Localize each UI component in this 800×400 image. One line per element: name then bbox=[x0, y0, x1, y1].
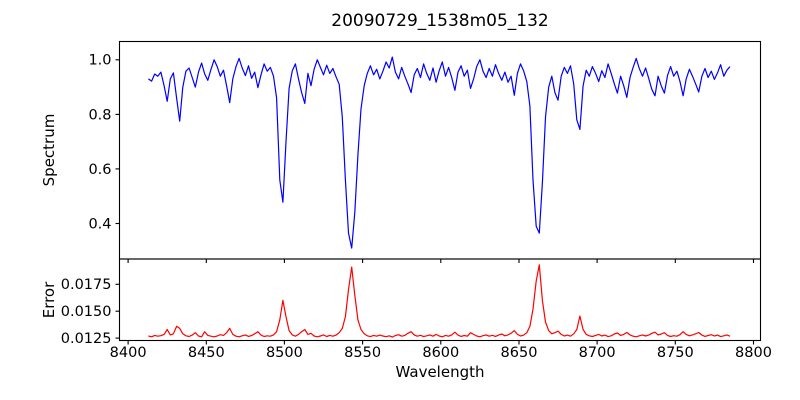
error-line bbox=[148, 264, 731, 338]
spectrum-line bbox=[148, 56, 731, 249]
y-tick-label: 0.6 bbox=[88, 162, 111, 178]
spectrum-panel-border bbox=[118, 40, 762, 260]
error-panel-border bbox=[118, 258, 762, 342]
x-tick-label: 8650 bbox=[501, 345, 538, 361]
y-tick-label: 0.0125 bbox=[61, 331, 112, 347]
x-tick-label: 8700 bbox=[579, 345, 616, 361]
x-tick-label: 8750 bbox=[657, 345, 694, 361]
error-y-axis-label: Error bbox=[40, 281, 58, 319]
x-axis-label: Wavelength bbox=[395, 363, 485, 381]
y-tick-label: 0.0175 bbox=[61, 277, 112, 293]
y-tick-label: 0.4 bbox=[88, 216, 111, 232]
x-tick-label: 8800 bbox=[735, 345, 772, 361]
x-tick-label: 8500 bbox=[266, 345, 303, 361]
spectrum-y-axis-label: Spectrum bbox=[40, 113, 58, 187]
y-tick-label: 0.8 bbox=[88, 107, 111, 123]
page-title: 20090729_1538m05_132 bbox=[331, 11, 549, 31]
y-tick-label: 1.0 bbox=[88, 53, 111, 69]
y-tick-label: 0.0150 bbox=[61, 304, 112, 320]
x-tick-label: 8550 bbox=[344, 345, 381, 361]
x-tick-label: 8450 bbox=[188, 345, 225, 361]
x-tick-label: 8400 bbox=[110, 345, 147, 361]
x-tick-label: 8600 bbox=[422, 345, 459, 361]
